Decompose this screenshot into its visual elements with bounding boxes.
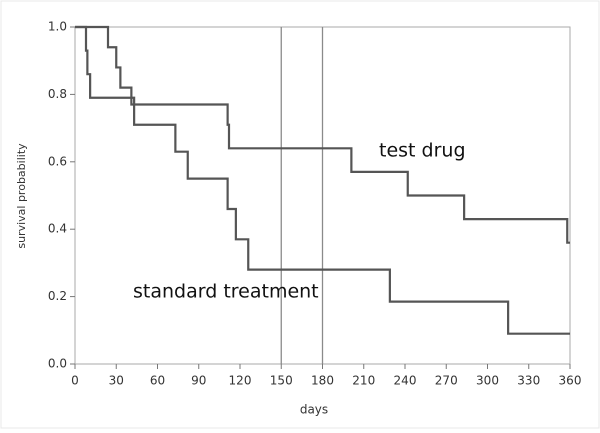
y-tick-label: 1.0	[48, 20, 67, 34]
y-tick-label: 0.4	[48, 222, 67, 236]
x-tick-label: 150	[270, 374, 293, 388]
x-tick-label: 360	[559, 374, 582, 388]
x-tick-label: 180	[311, 374, 334, 388]
y-axis-label: survival probability	[15, 143, 28, 249]
curve-label: test drug	[379, 140, 466, 162]
x-tick-label: 90	[191, 374, 206, 388]
x-tick-label: 210	[352, 374, 375, 388]
x-axis-label: days	[300, 403, 328, 417]
x-tick-label: 330	[517, 374, 540, 388]
survival-curve	[75, 25, 570, 244]
y-tick-label: 0.8	[48, 87, 67, 101]
y-tick-label: 0.6	[48, 154, 67, 168]
x-tick-label: 0	[71, 374, 79, 388]
x-tick-label: 30	[109, 374, 124, 388]
curve-label: standard treatment	[133, 281, 319, 303]
x-tick-label: 300	[476, 374, 499, 388]
x-tick-label: 120	[229, 374, 252, 388]
y-tick-label: 0.0	[48, 357, 67, 371]
x-tick-label: 60	[150, 374, 165, 388]
survival-curve	[75, 25, 570, 335]
y-tick-label: 0.2	[48, 289, 67, 303]
x-tick-label: 270	[435, 374, 458, 388]
x-tick-label: 240	[394, 374, 417, 388]
